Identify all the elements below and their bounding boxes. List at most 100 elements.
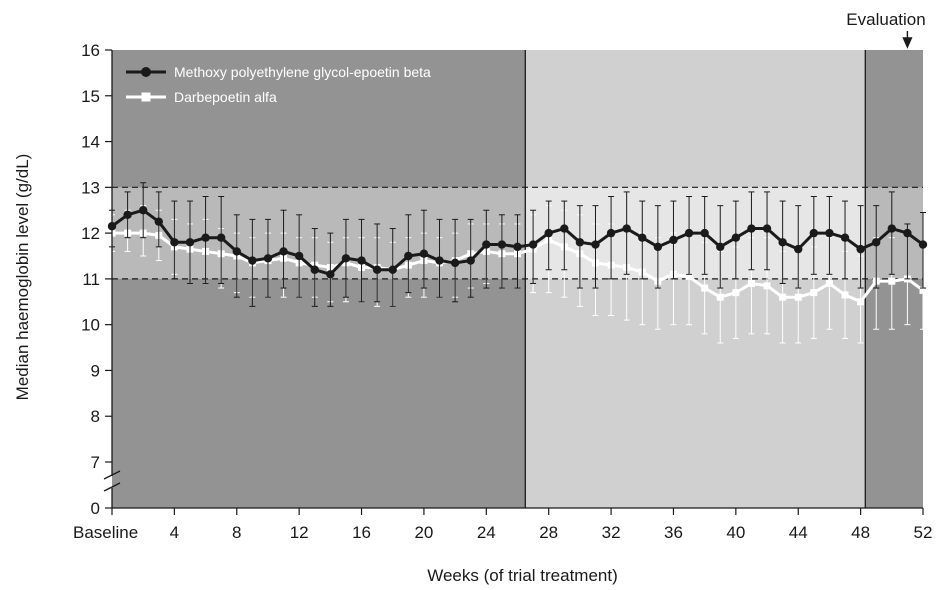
data-point-methoxy (123, 210, 132, 219)
x-tick-label: 12 (290, 523, 309, 542)
data-point-methoxy (482, 240, 491, 249)
data-point-methoxy (435, 256, 444, 265)
x-tick-label: 32 (602, 523, 621, 542)
data-point-methoxy (404, 251, 413, 261)
data-point-methoxy (154, 217, 163, 226)
data-point-methoxy (762, 224, 772, 233)
data-point-methoxy (326, 270, 335, 279)
data-point-methoxy (638, 233, 647, 242)
data-point-methoxy (357, 256, 366, 265)
data-point-methoxy (887, 224, 897, 233)
data-point-methoxy (778, 238, 787, 247)
data-point-methoxy (419, 249, 429, 258)
x-tick-label: 16 (352, 523, 371, 542)
data-point-darbepoetin (716, 293, 724, 301)
data-point-methoxy (747, 224, 756, 233)
x-tick-label: 40 (726, 523, 745, 542)
x-tick-label: 4 (170, 523, 179, 542)
target-band-phase-3 (865, 187, 923, 279)
data-point-methoxy (731, 233, 741, 242)
x-axis-title: Weeks (of trial treatment) (427, 566, 618, 585)
data-point-methoxy (170, 238, 179, 247)
x-tick-label: Baseline (73, 523, 138, 542)
x-tick-label: 20 (414, 523, 433, 542)
series-methoxy (107, 182, 928, 307)
y-axis-break-mark-2 (103, 482, 121, 492)
data-point-methoxy (560, 224, 569, 233)
x-tick-label: 8 (232, 523, 241, 542)
evaluation-label: Evaluation (846, 10, 925, 29)
data-point-darbepoetin (857, 298, 865, 306)
data-point-darbepoetin (825, 279, 833, 287)
y-tick-label: 8 (91, 407, 100, 426)
data-point-darbepoetin (701, 284, 709, 292)
data-point-methoxy (903, 228, 912, 238)
data-point-methoxy (466, 256, 475, 265)
data-point-methoxy (138, 206, 148, 215)
legend: Methoxy polyethylene glycol-epoetin beta… (126, 64, 431, 105)
data-point-methoxy (716, 242, 725, 252)
data-point-methoxy (809, 228, 819, 238)
x-tick-label: 44 (789, 523, 808, 542)
y-axis-title: Median haemoglobin level (g/dL) (13, 154, 32, 401)
data-point-darbepoetin (919, 286, 927, 294)
data-point-methoxy (700, 228, 709, 238)
data-point-darbepoetin (888, 277, 896, 285)
y-tick-label: 13 (81, 178, 100, 197)
data-point-methoxy (279, 247, 288, 256)
data-point-methoxy (622, 224, 631, 233)
y-tick-label: 9 (91, 361, 100, 380)
data-point-methoxy (216, 233, 226, 242)
data-point-darbepoetin (810, 289, 818, 297)
y-tick-label: 0 (91, 499, 100, 518)
x-tick-label: 36 (664, 523, 683, 542)
data-point-methoxy (497, 240, 507, 249)
phase-dividers (524, 50, 866, 508)
data-point-methoxy (575, 238, 585, 247)
y-tick-label: 7 (91, 453, 100, 472)
data-point-methoxy (918, 240, 928, 249)
data-point-methoxy (248, 256, 257, 265)
data-point-methoxy (185, 238, 195, 247)
legend-swatch-marker-darbepoetin (141, 92, 151, 102)
data-point-methoxy (528, 240, 538, 249)
data-point-methoxy (232, 247, 241, 256)
data-point-methoxy (872, 238, 881, 247)
x-tick-label: 48 (851, 523, 870, 542)
y-tick-label: 11 (82, 270, 100, 289)
data-point-methoxy (263, 254, 273, 263)
data-point-darbepoetin (841, 291, 849, 299)
data-point-methoxy (201, 233, 210, 242)
x-tick-label: 24 (477, 523, 496, 542)
data-point-methoxy (513, 242, 522, 252)
x-tick-label: 52 (914, 523, 933, 542)
data-point-methoxy (450, 258, 460, 268)
y-tick-label: 12 (81, 224, 100, 243)
x-tick-label: 28 (539, 523, 558, 542)
data-point-darbepoetin (732, 289, 740, 297)
data-point-methoxy (294, 251, 304, 261)
legend-label-methoxy: Methoxy polyethylene glycol-epoetin beta (174, 64, 431, 80)
data-point-methoxy (840, 233, 850, 242)
data-point-methoxy (794, 244, 803, 254)
data-point-methoxy (653, 242, 663, 252)
data-point-methoxy (669, 235, 678, 245)
legend-swatch-marker-methoxy (141, 67, 151, 77)
evaluation-arrow (902, 31, 913, 49)
error-bars-methoxy (109, 182, 926, 307)
y-tick-label: 14 (81, 133, 100, 152)
evaluation-annotation: Evaluation (846, 10, 926, 49)
data-point-darbepoetin (747, 279, 755, 287)
data-point-methoxy (544, 228, 553, 238)
data-point-methoxy (341, 254, 351, 263)
y-axis-break-mark-1 (103, 470, 121, 480)
data-point-darbepoetin (763, 282, 771, 290)
legend-label-darbepoetin: Darbepoetin alfa (174, 89, 277, 105)
y-tick-label: 16 (81, 41, 100, 60)
data-point-methoxy (372, 265, 382, 274)
data-point-darbepoetin (685, 273, 693, 281)
data-point-darbepoetin (779, 293, 787, 301)
data-point-methoxy (606, 228, 616, 238)
